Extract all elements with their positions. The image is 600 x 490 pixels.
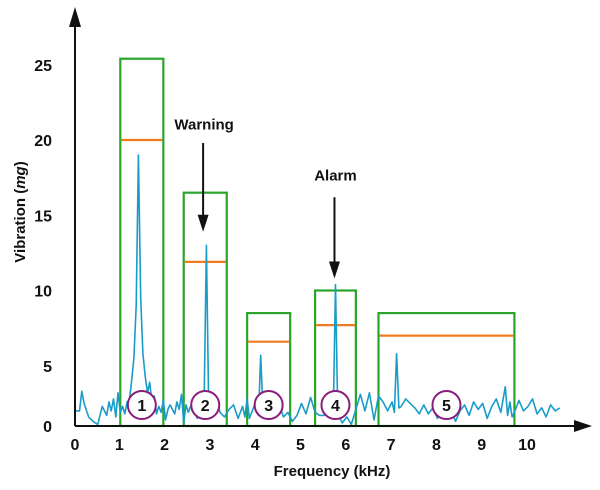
y-tick-label: 15 [34,208,52,225]
band-number-circles: 1 2 3 4 5 [126,390,462,420]
y-axis-arrowhead-icon [69,7,81,27]
band-circle-icon [190,390,221,420]
band-number-3: 3 [253,390,284,420]
annotation-alarm: Alarm [314,168,357,279]
band-number-label: 3 [264,398,273,415]
band-number-label: 2 [201,398,210,415]
annotation-label: Warning [174,116,233,133]
band-circle-icon [320,390,351,420]
band-number-label: 1 [137,398,146,415]
annotation-label: Alarm [314,168,357,185]
arrow-down-icon [328,261,340,279]
axes [69,7,592,432]
bands-layer [119,57,516,428]
x-tick-label: 4 [251,437,260,454]
y-tick-labels: 0 5 10 15 20 25 [34,58,52,436]
x-tick-label: 0 [71,437,80,454]
band-number-5: 5 [431,390,462,420]
band-number-4: 4 [320,390,351,420]
x-tick-label: 8 [432,437,441,454]
band-number-label: 5 [442,398,451,415]
y-tick-label: 25 [34,58,52,75]
arrow-down-icon [197,214,209,232]
band-number-label: 4 [331,398,340,415]
x-tick-label: 6 [341,437,350,454]
x-tick-label: 1 [115,437,124,454]
annotations: Warning Alarm [174,116,357,279]
y-tick-label: 20 [34,133,52,150]
alarm-band-1 [119,57,165,428]
x-tick-label: 10 [518,437,536,454]
x-tick-label: 9 [477,437,486,454]
band-circle-icon [126,390,157,420]
band-circle-icon [431,390,462,420]
y-tick-label: 0 [43,419,52,436]
y-tick-label: 5 [43,359,52,376]
x-tick-labels: 0 1 2 3 4 5 6 7 8 9 10 [71,437,536,454]
y-axis-label: Vibration (mg) [12,161,29,262]
x-axis-arrowhead-icon [574,420,592,432]
x-tick-label: 7 [387,437,396,454]
x-tick-label: 3 [205,437,214,454]
y-tick-label: 10 [34,284,52,301]
y-axis-label-main: Vibration ( [12,189,29,263]
x-tick-label: 2 [160,437,169,454]
y-axis-label-close: ) [12,161,29,166]
band-number-1: 1 [126,390,157,420]
x-tick-label: 5 [296,437,305,454]
band-circle-icon [253,390,284,420]
y-axis-label-unit: mg [12,166,29,189]
annotation-warning: Warning [174,116,234,232]
x-axis-label: Frequency (kHz) [274,463,391,480]
band-number-2: 2 [190,390,221,420]
